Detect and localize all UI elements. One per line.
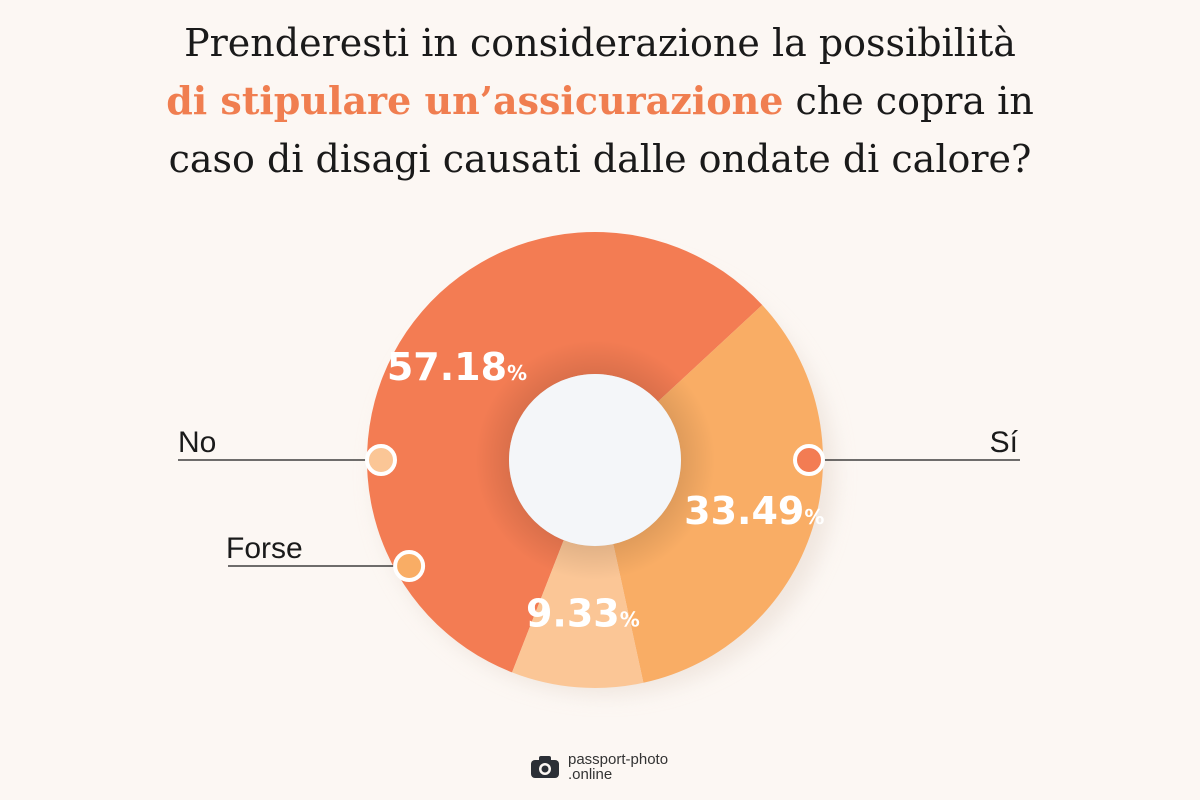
callout-dot-s xyxy=(793,444,825,476)
brand-line1: passport-photo xyxy=(568,751,669,768)
donut-hole xyxy=(509,374,681,546)
category-label-no: No xyxy=(178,426,216,459)
title-highlight: di stipulare un’assicurazione xyxy=(166,78,784,123)
callout-dot-forse xyxy=(393,550,426,583)
camera-icon xyxy=(531,756,559,778)
value-label-no: 9.33% xyxy=(526,592,640,636)
title-line2-rest: che copra in xyxy=(783,79,1034,123)
brand-name: passport-photo .online xyxy=(568,752,668,782)
category-label-s: Sí xyxy=(990,426,1019,459)
brand-footer: passport-photo .online xyxy=(530,752,668,782)
brand-line2: .online xyxy=(568,766,613,783)
value-label-forse: 33.49% xyxy=(684,489,824,533)
value-label-s: 57.18% xyxy=(387,345,527,389)
chart-title: Prenderesti in considerazione la possibi… xyxy=(0,14,1200,188)
title-line1: Prenderesti in considerazione la possibi… xyxy=(184,21,1016,65)
category-label-forse: Forse xyxy=(226,532,303,565)
slice-s xyxy=(367,231,763,673)
callout-dot-no xyxy=(365,444,397,476)
title-line3: caso di disagi causati dalle ondate di c… xyxy=(168,137,1032,181)
